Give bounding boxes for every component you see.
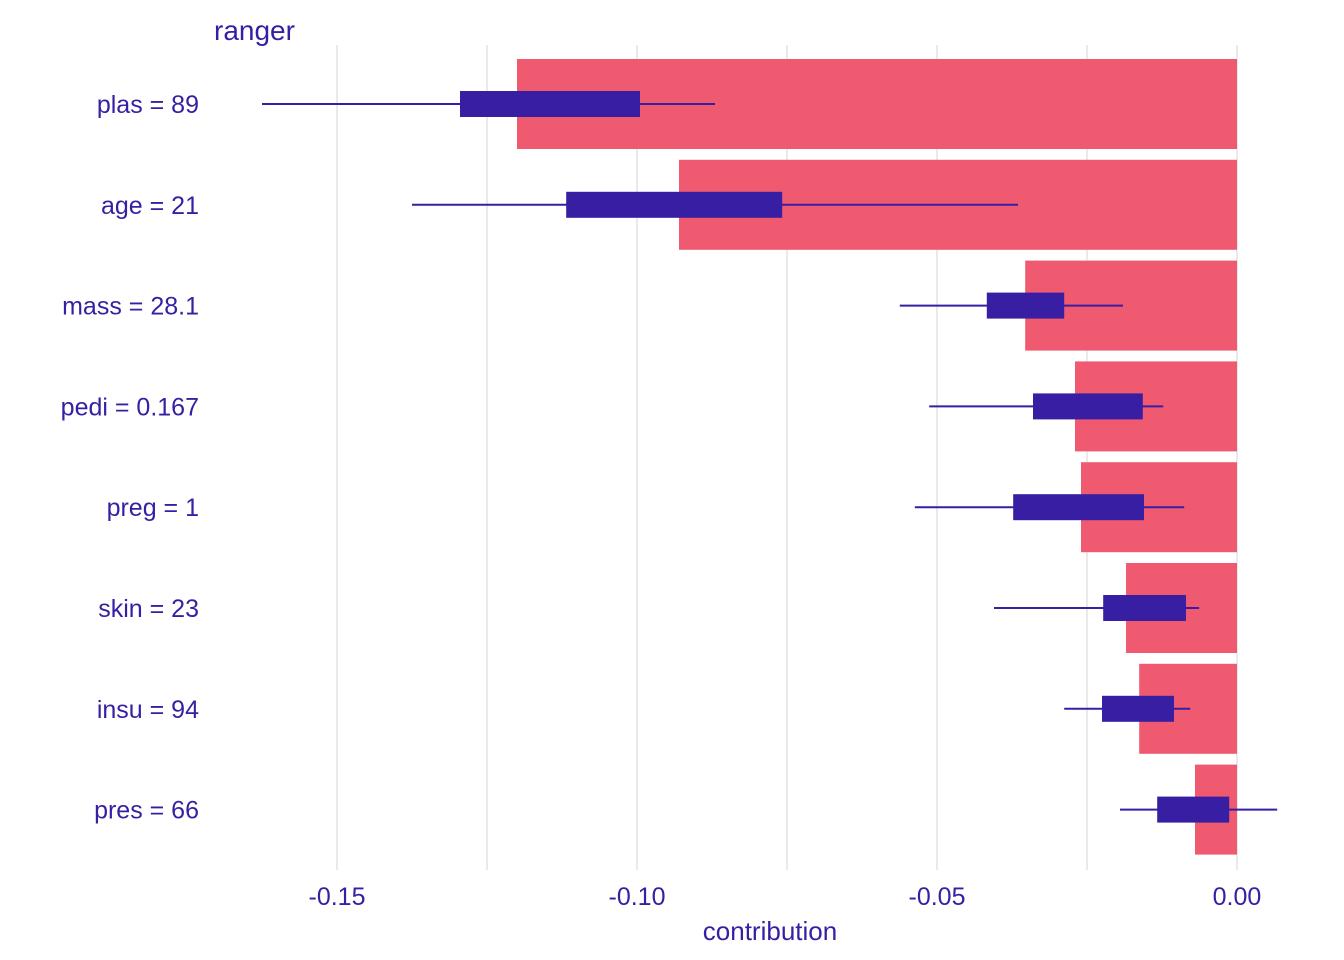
x-tick-label: -0.15 [309, 883, 366, 911]
y-axis-label: skin = 23 [98, 595, 199, 623]
x-tick-label: -0.05 [909, 883, 966, 911]
x-tick-label: 0.00 [1213, 883, 1262, 911]
x-axis-label: contribution [703, 916, 837, 946]
y-axis-label: age = 21 [101, 192, 199, 220]
boxplot-box [460, 91, 640, 117]
contribution-bars [517, 59, 1237, 855]
chart-title: ranger [214, 15, 295, 46]
y-axis-label: pedi = 0.167 [61, 393, 199, 421]
boxplot-box [566, 191, 783, 218]
y-axis-label: insu = 94 [97, 696, 199, 724]
boxplot-box [1103, 595, 1186, 621]
x-axis-ticks: -0.15 -0.10 -0.05 0.00 [309, 883, 1262, 911]
y-axis-label: preg = 1 [107, 494, 199, 522]
boxplot-box [1157, 796, 1230, 823]
boxplot-box [1013, 494, 1144, 521]
boxplot-box [1033, 393, 1143, 420]
boxplots [262, 91, 1278, 823]
y-axis-labels: plas = 89 age = 21 mass = 28.1 pedi = 0.167… [61, 91, 199, 825]
y-axis-label: plas = 89 [97, 91, 199, 119]
y-axis-label: mass = 28.1 [62, 293, 199, 321]
boxplot-box [1102, 695, 1174, 722]
boxplot-box [986, 292, 1065, 319]
x-tick-label: -0.10 [609, 883, 666, 911]
y-axis-label: pres = 66 [94, 797, 199, 825]
